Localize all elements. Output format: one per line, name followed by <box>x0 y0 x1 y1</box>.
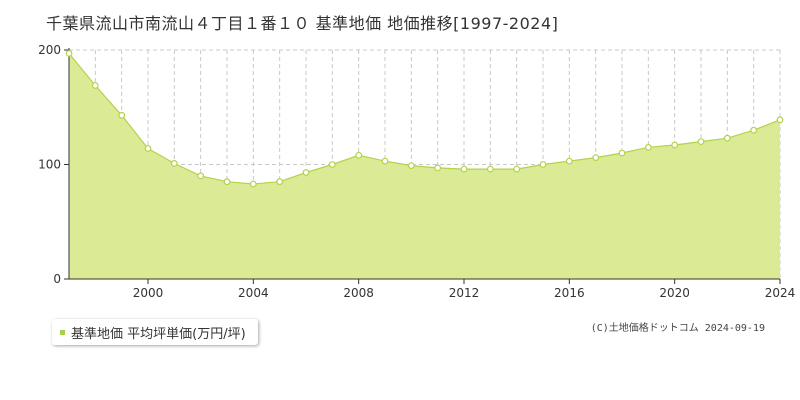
x-tick-label: 2012 <box>449 286 480 300</box>
area-series <box>68 53 781 280</box>
x-tick-label: 2016 <box>554 286 585 300</box>
data-point <box>750 126 758 134</box>
y-tick-label: 0 <box>53 272 61 286</box>
data-point <box>776 116 784 124</box>
data-point <box>355 151 363 159</box>
legend: 基準地価 平均坪単価(万円/坪) <box>52 319 258 345</box>
credit-text: (C)土地価格ドットコム 2024-09-19 <box>590 323 765 334</box>
y-tick-label: 100 <box>38 158 61 172</box>
x-tick-label: 2004 <box>238 286 269 300</box>
tick-labels: 2000 2004 2008 2012 2016 2020 2024 0 100 200 <box>38 43 795 300</box>
legend-label: 基準地価 平均坪単価(万円/坪) <box>71 326 246 342</box>
y-tick-label: 200 <box>38 43 61 57</box>
series-line <box>68 53 781 185</box>
data-point <box>434 164 442 172</box>
area-fill <box>69 53 780 280</box>
data-point <box>513 165 521 173</box>
x-tick-label: 2008 <box>343 286 374 300</box>
data-point <box>302 169 310 176</box>
data-point <box>170 159 178 167</box>
data-point <box>249 180 257 188</box>
data-point <box>618 149 626 157</box>
data-point <box>460 165 468 173</box>
data-point <box>328 161 336 168</box>
data-point <box>723 134 731 142</box>
data-point <box>118 111 126 119</box>
data-point <box>565 157 573 165</box>
data-point <box>671 141 679 149</box>
data-point <box>697 138 705 146</box>
legend-swatch <box>60 329 65 335</box>
data-point <box>486 165 494 173</box>
x-tick-label: 2000 <box>133 286 164 300</box>
data-point <box>223 178 231 186</box>
data-point <box>65 50 73 57</box>
data-point <box>592 154 600 162</box>
data-point <box>381 157 389 165</box>
data-point <box>197 172 205 180</box>
markers <box>65 50 784 188</box>
data-point <box>276 178 284 186</box>
data-point <box>144 145 152 152</box>
x-tick-label: 2024 <box>765 286 796 300</box>
data-point <box>539 161 547 168</box>
data-point <box>91 82 99 89</box>
data-point <box>644 143 652 151</box>
chart-title: 千葉県流山市南流山４丁目１番１０ 基準地価 地価推移[1997-2024] <box>46 14 559 33</box>
axes <box>64 48 781 284</box>
x-tick-label: 2020 <box>659 286 690 300</box>
data-point <box>407 162 415 170</box>
